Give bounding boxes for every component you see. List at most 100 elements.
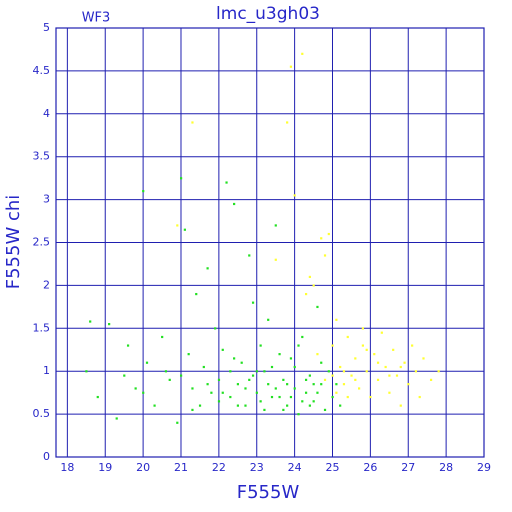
point bbox=[289, 65, 293, 68]
point bbox=[251, 301, 255, 304]
point bbox=[244, 387, 247, 390]
point bbox=[206, 383, 209, 386]
x-tick-label: 19 bbox=[98, 461, 112, 474]
point bbox=[183, 228, 186, 231]
y-tick-label: 2.5 bbox=[33, 236, 51, 249]
point bbox=[373, 353, 376, 356]
point bbox=[308, 404, 311, 407]
point bbox=[85, 370, 88, 373]
point bbox=[388, 374, 391, 377]
point bbox=[304, 292, 308, 296]
point bbox=[331, 395, 334, 399]
point bbox=[403, 361, 406, 364]
point bbox=[320, 383, 323, 386]
point bbox=[179, 374, 183, 377]
point bbox=[335, 318, 338, 321]
point bbox=[354, 378, 357, 381]
point bbox=[233, 357, 236, 360]
point bbox=[142, 190, 145, 193]
point bbox=[365, 370, 368, 373]
point bbox=[217, 400, 221, 403]
point bbox=[286, 404, 289, 407]
point bbox=[339, 365, 342, 369]
point bbox=[134, 387, 137, 390]
point bbox=[312, 400, 315, 403]
point bbox=[108, 323, 111, 326]
point bbox=[96, 395, 99, 399]
point bbox=[422, 357, 425, 360]
point bbox=[278, 353, 281, 356]
point bbox=[217, 378, 221, 381]
point bbox=[225, 181, 228, 184]
point bbox=[414, 370, 418, 373]
point bbox=[323, 408, 327, 412]
point bbox=[437, 370, 440, 373]
x-tick-label: 20 bbox=[136, 461, 150, 474]
x-tick-label: 28 bbox=[439, 461, 453, 474]
point bbox=[274, 387, 277, 390]
x-tick-label: 22 bbox=[212, 461, 226, 474]
point bbox=[323, 254, 327, 257]
point bbox=[210, 391, 213, 394]
point bbox=[301, 335, 304, 339]
y-axis-label: F555W chi bbox=[3, 195, 24, 290]
point bbox=[274, 224, 277, 227]
point bbox=[89, 320, 92, 323]
point bbox=[142, 391, 145, 394]
point bbox=[274, 258, 277, 261]
point bbox=[293, 365, 296, 369]
point bbox=[267, 318, 270, 321]
point bbox=[263, 370, 266, 373]
y-tick-label: 1 bbox=[43, 364, 50, 377]
point bbox=[365, 348, 368, 351]
point bbox=[323, 378, 327, 381]
point bbox=[270, 395, 274, 399]
point bbox=[320, 361, 323, 364]
x-tick-label: 26 bbox=[363, 461, 377, 474]
point bbox=[115, 417, 118, 420]
x-tick-label: 25 bbox=[325, 461, 339, 474]
y-tick-label: 0.5 bbox=[33, 407, 51, 420]
point bbox=[411, 344, 414, 347]
point bbox=[308, 275, 311, 279]
point bbox=[346, 335, 349, 339]
point bbox=[392, 348, 395, 351]
point bbox=[327, 370, 330, 373]
point bbox=[361, 344, 364, 347]
x-tick-label: 18 bbox=[60, 461, 74, 474]
point bbox=[293, 194, 296, 197]
point bbox=[263, 408, 266, 412]
point bbox=[153, 404, 156, 407]
point bbox=[259, 344, 262, 347]
point bbox=[293, 387, 296, 390]
point bbox=[240, 361, 243, 364]
point bbox=[335, 391, 338, 394]
point bbox=[346, 395, 349, 399]
x-tick-label: 23 bbox=[250, 461, 264, 474]
point bbox=[206, 267, 209, 270]
point bbox=[286, 383, 289, 386]
y-tick-label: 0 bbox=[43, 450, 50, 463]
point bbox=[388, 391, 391, 394]
point bbox=[176, 421, 179, 424]
point bbox=[369, 395, 372, 399]
point bbox=[350, 374, 353, 377]
point bbox=[327, 232, 330, 236]
point bbox=[316, 353, 319, 356]
point bbox=[304, 391, 308, 394]
point bbox=[233, 202, 236, 206]
point bbox=[229, 395, 232, 399]
point bbox=[312, 284, 315, 287]
point bbox=[354, 357, 357, 360]
point bbox=[179, 177, 183, 180]
point bbox=[282, 408, 285, 412]
point bbox=[202, 365, 205, 369]
point bbox=[358, 387, 361, 390]
y-tick-label: 2 bbox=[43, 278, 50, 291]
point bbox=[335, 383, 338, 386]
point bbox=[289, 357, 293, 360]
point bbox=[316, 391, 319, 394]
point bbox=[297, 344, 300, 347]
point bbox=[308, 374, 311, 377]
